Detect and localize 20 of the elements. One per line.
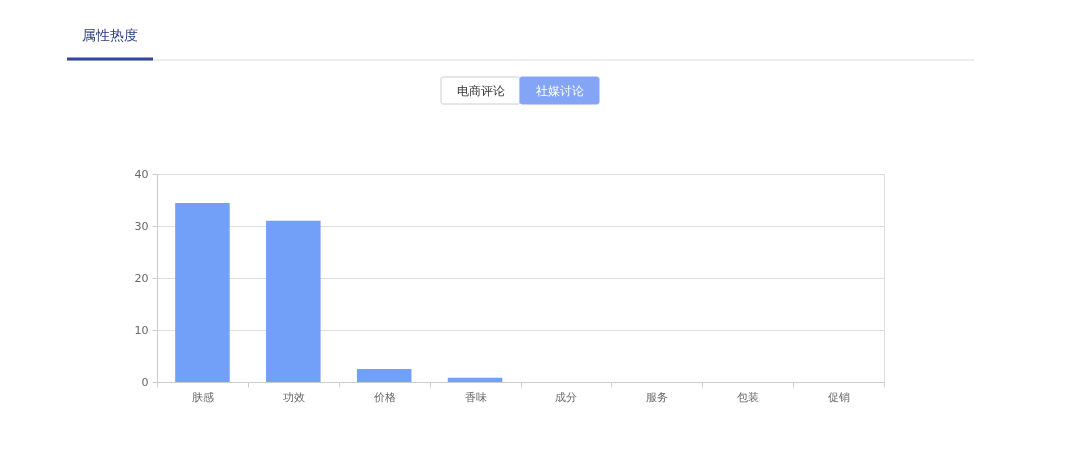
chart-title: 属性热度 [82,27,138,43]
y-tick-label: 30 [134,219,149,233]
y-tick-label: 20 [134,271,149,285]
x-tick-label: 成分 [555,390,578,404]
bar [175,203,230,382]
text: 电商评论 [456,83,505,98]
x-tick-label: 服务 [646,390,669,404]
x-tick-label: 价格 [372,390,396,404]
x-tick-label: 功效 [282,390,305,404]
x-tick-label: 促销 [828,390,851,404]
text: 社媒讨论 [535,83,584,98]
x-tick-label: 香味 [464,390,487,404]
bar [266,220,321,382]
y-tick-label: 40 [134,167,149,181]
y-tick-label: 10 [134,323,149,337]
y-tick-label: 0 [141,375,149,389]
bar [447,377,503,382]
x-tick-label: 肤感 [191,390,214,404]
x-tick-label: 包装 [737,390,760,404]
bar [356,369,412,382]
